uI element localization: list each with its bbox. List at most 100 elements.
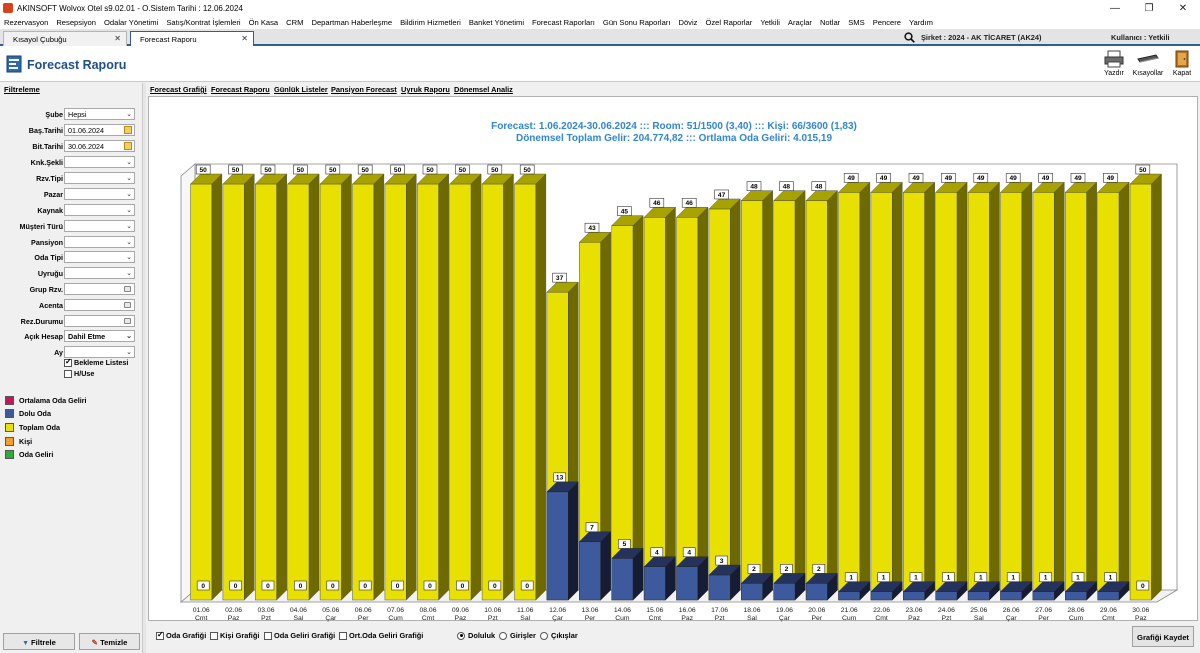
calendar-icon[interactable] [124, 142, 132, 150]
chevron-down-icon[interactable]: ⌄ [126, 111, 132, 118]
menu-item[interactable]: CRM [286, 18, 304, 27]
filter-button[interactable]: ▼ Filtrele [3, 633, 75, 650]
bar-occupied-rooms [935, 591, 958, 601]
chart-type-checkbox[interactable]: Kişi Grafiği [210, 631, 259, 640]
bar-top [773, 190, 806, 201]
menu-item[interactable]: Yardım [908, 18, 933, 27]
chevron-down-icon[interactable]: ⌄ [126, 159, 132, 166]
search-icon[interactable] [904, 32, 915, 43]
filter-row: Rzv.Tipi ⌄ [0, 172, 143, 185]
print-button[interactable]: Yazdır [1097, 50, 1131, 77]
filter-field[interactable] [64, 283, 135, 295]
menu-item[interactable]: SMS [848, 18, 865, 27]
menu-item[interactable]: Rezervasyon [4, 18, 49, 27]
tab-forecast-report[interactable]: Forecast Raporu ✕ [130, 31, 254, 46]
close-window-button[interactable]: ✕ [1178, 2, 1188, 14]
close-tab-icon[interactable]: ✕ [241, 34, 248, 43]
close-tab-icon[interactable]: ✕ [114, 34, 121, 43]
filter-checkbox[interactable]: Bekleme Listesi [64, 357, 128, 367]
menu-item[interactable]: Gün Sonu Raporları [602, 18, 671, 27]
chart-type-checkbox[interactable]: Oda Grafiği [156, 630, 206, 640]
x-tick-date: 08.06 [419, 607, 436, 614]
filter-field[interactable]: 30.06.2024 [64, 140, 135, 152]
minimize-button[interactable]: — [1110, 2, 1120, 14]
filter-field[interactable]: ⌄ [64, 236, 135, 248]
sub-tab[interactable]: Pansiyon Forecast [331, 85, 397, 94]
menu-item[interactable]: Bildirim Hizmetleri [400, 18, 461, 27]
bar-total-rooms [708, 208, 731, 601]
occupied-value-label: 1 [1109, 574, 1113, 581]
filter-field[interactable]: ⌄ [64, 220, 135, 232]
chevron-down-icon[interactable]: ⌄ [126, 207, 132, 214]
filter-field[interactable]: ⌄ [64, 172, 135, 184]
sub-tab[interactable]: Forecast Raporu [211, 85, 270, 94]
ellipsis-icon[interactable] [124, 286, 131, 292]
filter-field[interactable] [64, 315, 135, 327]
filter-field[interactable]: ⌄ [64, 188, 135, 200]
filter-field[interactable]: ⌄ [64, 156, 135, 168]
chevron-down-icon[interactable]: ⌄ [126, 254, 132, 261]
chevron-down-icon[interactable]: ⌄ [126, 270, 132, 277]
menu-item[interactable]: Pencere [872, 18, 901, 27]
chart-type-checkbox[interactable]: Oda Geliri Grafiği [264, 631, 335, 640]
menu-item[interactable]: Satış/Kontrat İşlemleri [166, 18, 241, 27]
menu-item[interactable]: Resepsiyon [56, 18, 97, 27]
checkbox-box[interactable] [64, 357, 72, 367]
sub-tab[interactable]: Forecast Grafiği [150, 85, 207, 94]
filter-field[interactable]: 01.06.2024 [64, 124, 135, 136]
total-value-label: 49 [977, 175, 985, 182]
filter-field[interactable]: ⌄ [64, 267, 135, 279]
menu-item[interactable]: Araçlar [787, 18, 812, 27]
chart-mode-radio[interactable]: Girişler [499, 631, 536, 640]
filter-field[interactable]: ⌄ [64, 204, 135, 216]
chevron-down-icon[interactable]: ⌄ [126, 223, 132, 230]
menu-item[interactable]: Banket Yönetimi [468, 18, 525, 27]
radio-circle[interactable] [540, 631, 548, 640]
chevron-down-icon[interactable]: ⌄ [126, 239, 132, 246]
chevron-down-icon[interactable]: ⌄ [126, 191, 132, 198]
filter-row: Rez.Durumu [0, 315, 143, 328]
ellipsis-icon[interactable] [124, 302, 131, 308]
calendar-icon[interactable] [124, 126, 132, 134]
checkbox-box[interactable] [210, 631, 218, 640]
close-report-button[interactable]: Kapat [1165, 50, 1199, 77]
filter-checkbox[interactable]: H/Use [64, 369, 94, 378]
sub-tab[interactable]: Uyruk Raporu [401, 85, 450, 94]
bar-occupied-top [708, 564, 741, 576]
menu-item[interactable]: Notlar [819, 18, 841, 27]
radio-circle[interactable] [499, 631, 507, 640]
checkbox-box[interactable] [156, 630, 164, 640]
chart-mode-radio[interactable]: Doluluk [457, 631, 495, 640]
sub-tab[interactable]: Günlük Listeler [274, 85, 328, 94]
x-tick-date: 07.06 [387, 607, 404, 614]
filter-field[interactable] [64, 299, 135, 311]
ellipsis-icon[interactable] [124, 318, 131, 324]
chevron-down-icon[interactable]: ⌄ [126, 175, 132, 182]
maximize-button[interactable]: ❐ [1144, 2, 1154, 14]
menu-item[interactable]: Odalar Yönetimi [104, 18, 159, 27]
chevron-down-icon[interactable]: ⌄ [126, 349, 132, 356]
shortcuts-button[interactable]: Kısayollar [1131, 50, 1165, 77]
radio-circle[interactable] [457, 631, 465, 640]
filter-field[interactable]: Dahil Etme ⌄ [64, 330, 135, 342]
menu-item[interactable]: Özel Raporlar [705, 18, 753, 27]
filter-field[interactable]: ⌄ [64, 346, 135, 358]
menu-item[interactable]: Yetkili [760, 18, 780, 27]
tab-shortcut-bar[interactable]: Kısayol Çubuğu ✕ [3, 31, 127, 46]
filter-field[interactable]: Hepsi ⌄ [64, 108, 135, 120]
chevron-down-icon[interactable]: ⌄ [126, 333, 132, 340]
panel-splitter[interactable] [143, 83, 146, 653]
sub-tab[interactable]: Dönemsel Analiz [454, 85, 513, 94]
checkbox-box[interactable] [264, 631, 272, 640]
checkbox-box[interactable] [64, 369, 72, 378]
chart-mode-radio[interactable]: Çıkışlar [540, 631, 578, 640]
menu-item[interactable]: Döviz [678, 18, 698, 27]
checkbox-box[interactable] [339, 631, 347, 640]
menu-item[interactable]: Ön Kasa [248, 18, 279, 27]
save-chart-button[interactable]: Grafiği Kaydet [1132, 626, 1194, 647]
menu-item[interactable]: Departman Haberleşme [311, 18, 393, 27]
clear-button[interactable]: ✎ Temizle [79, 633, 140, 650]
filter-field[interactable]: ⌄ [64, 251, 135, 263]
menu-item[interactable]: Forecast Raporları [532, 18, 595, 27]
chart-type-checkbox[interactable]: Ort.Oda Geliri Grafiği [339, 631, 423, 640]
